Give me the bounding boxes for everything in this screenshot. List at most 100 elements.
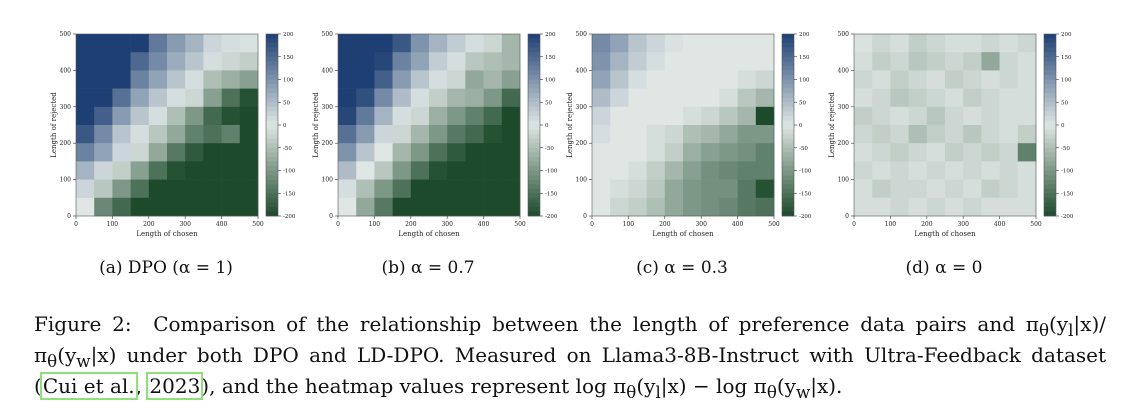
heatmap-cell <box>94 143 113 162</box>
colorbar-tick-label: 0 <box>1061 123 1065 129</box>
colorbar-segment <box>528 106 540 112</box>
y-tick-label: 300 <box>576 104 588 111</box>
heatmap-cell <box>465 179 484 199</box>
colorbar-segment <box>528 197 540 203</box>
colorbar-segment <box>1044 65 1056 71</box>
colorbar-segment <box>782 165 794 171</box>
heatmap-cell <box>221 143 241 162</box>
colorbar-segment <box>528 125 540 130</box>
heatmap-cell <box>755 106 775 126</box>
colorbar-tick-label: -100 <box>283 169 296 175</box>
heatmap-cell <box>628 143 647 162</box>
heatmap-cell <box>356 161 375 180</box>
citation-link-year[interactable]: 2023 <box>146 372 204 400</box>
colorbar-segment <box>266 74 278 80</box>
caption-sub: θ <box>766 383 777 402</box>
x-tick-label: 0 <box>74 221 78 228</box>
heatmap-cell <box>628 161 647 180</box>
heatmap-cell <box>239 106 259 126</box>
heatmap-cell <box>112 52 131 71</box>
heatmap-cell <box>683 125 702 144</box>
colorbar-segment <box>528 52 540 58</box>
heatmap-cell <box>239 197 259 217</box>
colorbar-segment <box>1044 125 1056 130</box>
heatmap-cell <box>981 161 1000 180</box>
heatmap-cell <box>447 197 466 217</box>
heatmap-cell <box>872 179 891 199</box>
heatmap-cell <box>908 34 928 53</box>
heatmap-cell <box>737 179 757 199</box>
x-tick-label: 200 <box>405 221 417 228</box>
colorbar-segment <box>1044 147 1056 153</box>
colorbar-segment <box>528 74 540 80</box>
heatmap-cell <box>646 70 666 89</box>
colorbar-segment <box>528 115 540 121</box>
citation-link-authors[interactable]: Cui et al. <box>39 372 138 400</box>
heatmap-cell <box>999 106 1019 126</box>
heatmap-cell <box>112 125 131 144</box>
heatmap-cell <box>945 52 964 71</box>
colorbar-segment <box>782 88 794 94</box>
colorbar-segment <box>528 61 540 67</box>
colorbar-segment <box>1044 56 1056 62</box>
heatmap-cell <box>76 197 95 217</box>
x-tick-label: 300 <box>441 221 453 228</box>
colorbar-segment <box>266 61 278 67</box>
heatmap-cell <box>148 34 168 53</box>
heatmap-cell <box>429 197 448 217</box>
heatmap-cell <box>148 125 168 144</box>
colorbar-segment <box>266 47 278 53</box>
colorbar-segment <box>782 197 794 203</box>
heatmap-cell <box>483 143 503 162</box>
colorbar-segment <box>782 97 794 103</box>
heatmap-cell <box>646 197 666 217</box>
caption-sub: θ <box>47 352 58 371</box>
caption-sub: l <box>655 383 661 402</box>
heatmap-cell <box>374 70 393 89</box>
heatmap-cell <box>76 143 95 162</box>
colorbar-segment <box>528 211 540 217</box>
heatmap-cell <box>130 161 150 180</box>
heatmap-cell <box>999 161 1019 180</box>
colorbar-segment <box>1044 34 1056 39</box>
colorbar-segment <box>1044 115 1056 121</box>
heatmap-cell <box>356 179 375 199</box>
colorbar-segment <box>782 193 794 199</box>
colorbar-segment <box>528 47 540 53</box>
heatmap-cell <box>854 34 873 53</box>
y-axis-label: Length of rejected <box>50 92 58 158</box>
y-tick-label: 400 <box>322 67 334 74</box>
colorbar-segment <box>1044 134 1056 139</box>
colorbar-segment <box>782 202 794 208</box>
heatmap-cell <box>592 143 611 162</box>
heatmap-cell <box>908 143 928 162</box>
heatmap-cell <box>501 52 521 71</box>
heatmap-cell <box>410 52 430 71</box>
caption-text: (y <box>636 374 656 398</box>
heatmap-cell <box>112 70 131 89</box>
colorbar-segment <box>1044 156 1056 162</box>
heatmap-cell <box>447 106 466 126</box>
heatmap-cell <box>465 70 484 89</box>
colorbar-tick-label: 50 <box>283 100 290 106</box>
heatmap-cell <box>356 88 375 108</box>
colorbar-segment <box>1044 184 1056 189</box>
heatmap-cell <box>963 34 982 53</box>
heatmap-cell <box>167 34 186 53</box>
heatmap-cell <box>719 88 738 108</box>
colorbar-segment <box>528 34 540 39</box>
colorbar-segment <box>266 106 278 112</box>
heatmap-cell <box>338 52 357 71</box>
y-axis-label: Length of rejected <box>828 92 836 158</box>
colorbar-segment <box>782 56 794 62</box>
heatmap-cell <box>410 143 430 162</box>
heatmap-cell <box>410 106 430 126</box>
heatmap-cell <box>185 88 204 108</box>
heatmap-cell <box>926 143 946 162</box>
colorbar-segment <box>782 147 794 153</box>
x-tick-label: 400 <box>732 221 744 228</box>
x-tick-label: 300 <box>695 221 707 228</box>
heatmap-cell <box>664 125 684 144</box>
heatmap-cell <box>963 197 982 217</box>
y-tick-label: 400 <box>838 67 850 74</box>
